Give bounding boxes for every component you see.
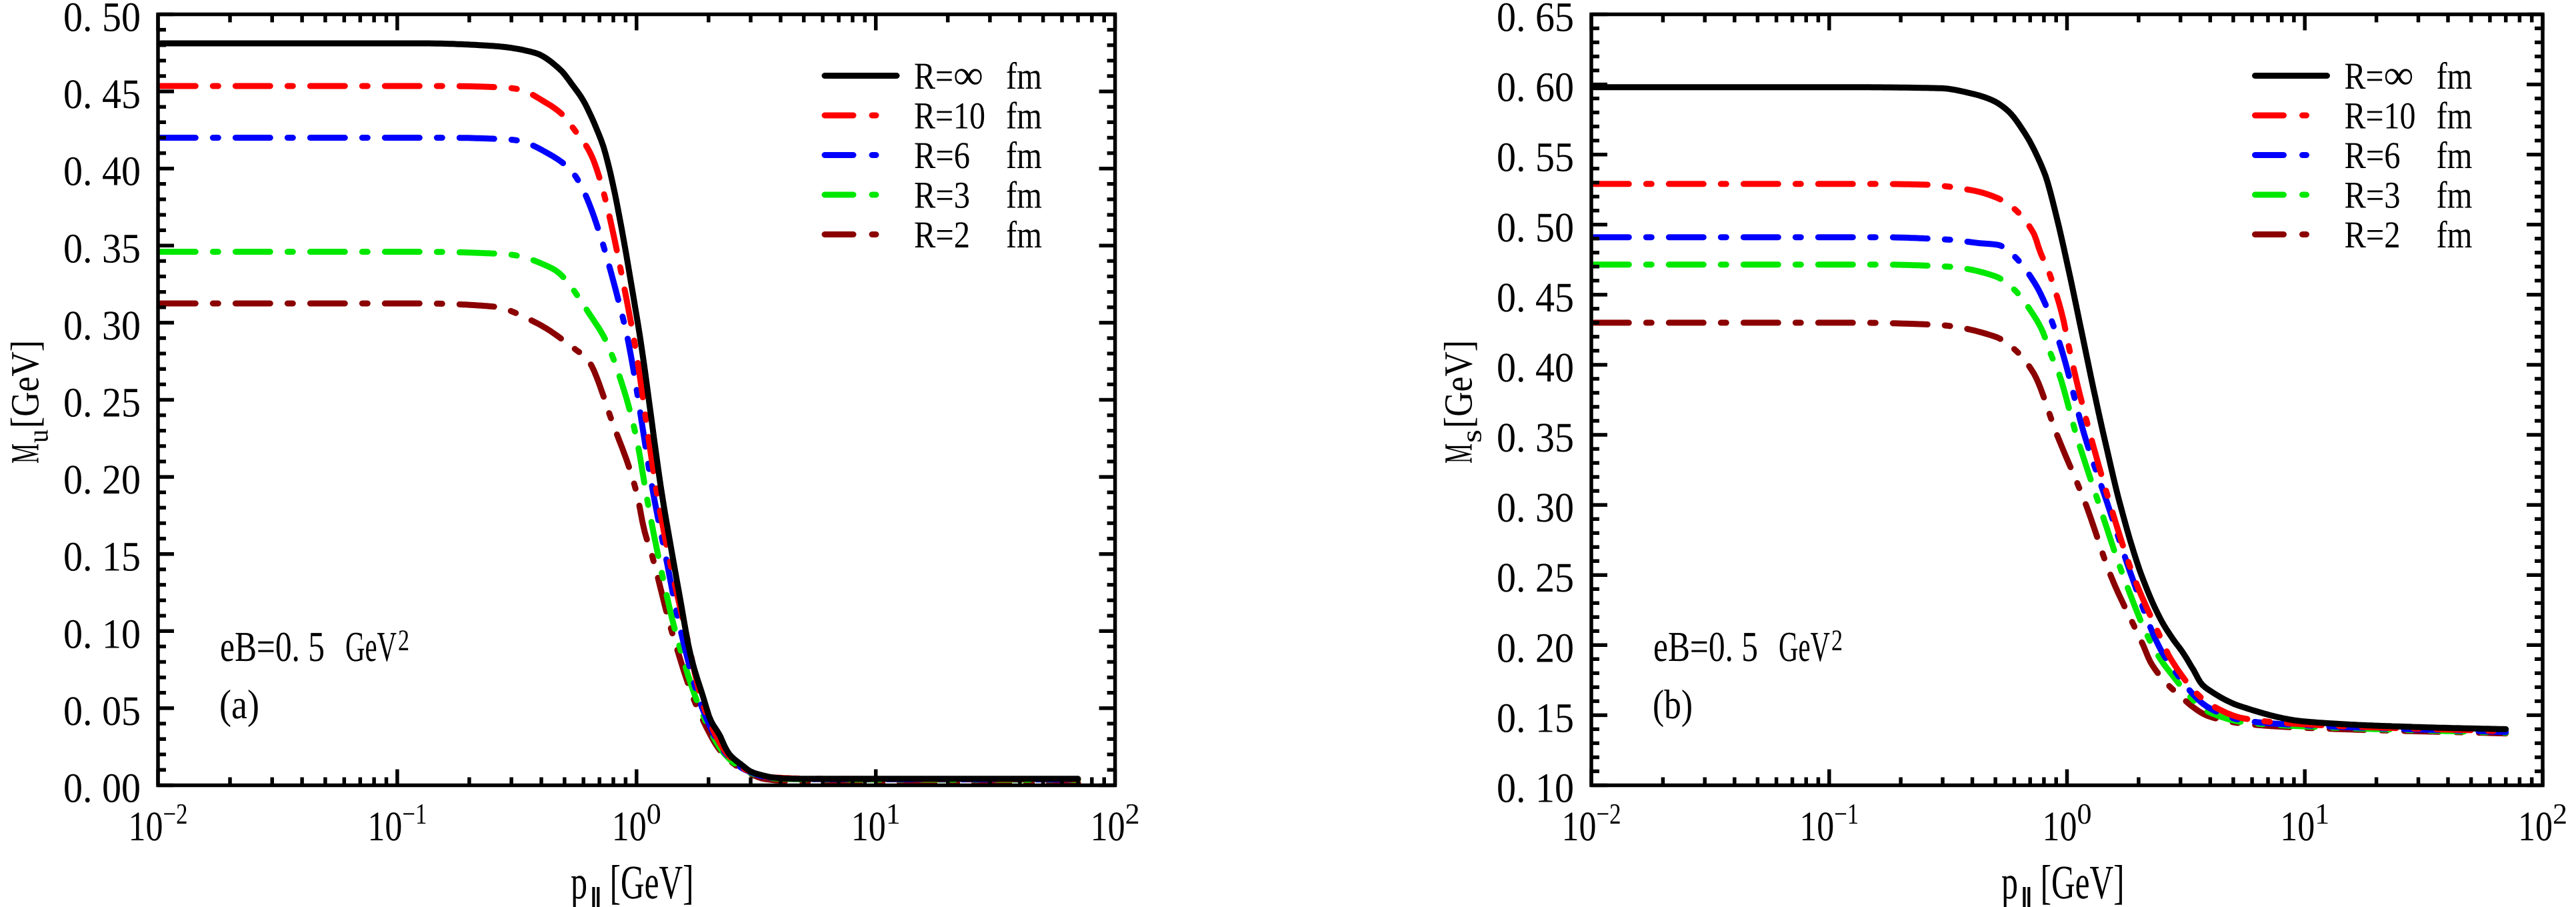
svg-text:eB=0. 5: eB=0. 5 <box>1653 623 1758 670</box>
svg-text:fm: fm <box>1006 95 1042 137</box>
svg-text:10: 10 <box>367 803 402 850</box>
svg-text:10: 10 <box>851 803 886 850</box>
svg-text:R=10: R=10 <box>914 95 985 137</box>
svg-text:R=: R= <box>914 55 953 97</box>
svg-text:Mu[GeV]: Mu[GeV] <box>3 340 55 464</box>
svg-text:fm: fm <box>1006 214 1042 256</box>
svg-text:p: p <box>571 856 587 907</box>
svg-text:−2: −2 <box>163 798 188 830</box>
svg-text:0. 50: 0. 50 <box>63 0 141 41</box>
svg-text:0. 35: 0. 35 <box>1497 414 1574 461</box>
svg-text:R=10: R=10 <box>2345 95 2416 137</box>
svg-text:0. 15: 0. 15 <box>63 534 141 580</box>
svg-text:0. 50: 0. 50 <box>1497 204 1574 251</box>
svg-text:0: 0 <box>647 798 661 830</box>
svg-text:0. 30: 0. 30 <box>63 302 141 349</box>
svg-text:R=: R= <box>2345 55 2384 97</box>
svg-text:2: 2 <box>1831 624 1843 657</box>
svg-text:R=3: R=3 <box>914 175 970 217</box>
svg-text:0. 35: 0. 35 <box>63 225 141 271</box>
svg-text:10: 10 <box>612 803 647 850</box>
svg-text:2: 2 <box>2553 798 2567 830</box>
svg-text:eB=0. 5: eB=0. 5 <box>220 623 325 670</box>
svg-text:R=3: R=3 <box>2345 175 2401 217</box>
svg-text:10: 10 <box>1562 803 1597 850</box>
svg-text:10: 10 <box>129 803 163 850</box>
svg-text:0. 55: 0. 55 <box>1497 134 1574 181</box>
svg-text:10: 10 <box>1799 803 1834 850</box>
svg-text:0. 40: 0. 40 <box>1497 344 1574 391</box>
svg-text:0: 0 <box>2077 798 2092 830</box>
svg-text:0. 40: 0. 40 <box>63 148 141 195</box>
svg-text:0. 45: 0. 45 <box>1497 274 1574 321</box>
svg-text:10: 10 <box>2518 803 2553 850</box>
svg-text:0. 10: 0. 10 <box>1497 765 1574 812</box>
svg-text:2: 2 <box>1125 798 1140 830</box>
svg-text:−1: −1 <box>1834 798 1859 830</box>
svg-text:1: 1 <box>886 798 901 830</box>
svg-text:10: 10 <box>2280 803 2315 850</box>
svg-text:R=6: R=6 <box>914 135 970 177</box>
svg-text:∞: ∞ <box>2384 53 2414 98</box>
svg-text:0. 60: 0. 60 <box>1497 64 1574 111</box>
svg-text:0. 30: 0. 30 <box>1497 484 1574 531</box>
svg-text:0. 20: 0. 20 <box>1497 624 1574 671</box>
svg-text:fm: fm <box>2437 95 2473 137</box>
svg-text:GeV: GeV <box>1779 623 1830 670</box>
svg-text:[GeV]: [GeV] <box>2041 856 2125 907</box>
svg-text:GeV: GeV <box>345 623 397 670</box>
svg-text:fm: fm <box>2437 175 2473 217</box>
svg-text:0. 10: 0. 10 <box>63 610 141 657</box>
svg-text:fm: fm <box>2437 135 2473 177</box>
svg-text:fm: fm <box>1006 175 1042 217</box>
svg-text:fm: fm <box>2437 214 2473 256</box>
svg-text:0. 15: 0. 15 <box>1497 694 1574 741</box>
svg-text:0. 05: 0. 05 <box>63 688 141 734</box>
svg-text:R=2: R=2 <box>914 214 970 256</box>
svg-text:0. 00: 0. 00 <box>63 765 141 812</box>
svg-text:2: 2 <box>398 624 409 657</box>
svg-text:0. 45: 0. 45 <box>63 71 141 117</box>
svg-text:10: 10 <box>1091 803 1125 850</box>
svg-text:−2: −2 <box>1597 798 1621 830</box>
svg-text:0. 65: 0. 65 <box>1497 0 1574 41</box>
svg-text:10: 10 <box>2043 803 2077 850</box>
svg-text:p: p <box>2001 856 2018 907</box>
svg-text:(a): (a) <box>219 682 259 728</box>
svg-text:−1: −1 <box>402 798 427 830</box>
svg-text:Ms[GeV]: Ms[GeV] <box>1437 340 1488 464</box>
svg-text:∞: ∞ <box>953 53 983 98</box>
svg-text:R=6: R=6 <box>2345 135 2401 177</box>
svg-text:1: 1 <box>2315 798 2329 830</box>
svg-text:0. 25: 0. 25 <box>1497 554 1574 601</box>
svg-text:(b): (b) <box>1653 682 1693 728</box>
svg-text:fm: fm <box>1006 135 1042 177</box>
svg-text:0. 25: 0. 25 <box>63 379 141 426</box>
svg-text:0. 20: 0. 20 <box>63 456 141 503</box>
svg-text:fm: fm <box>2437 55 2473 97</box>
svg-text:fm: fm <box>1006 55 1042 97</box>
svg-text:R=2: R=2 <box>2345 214 2401 256</box>
svg-text:[GeV]: [GeV] <box>610 856 694 907</box>
